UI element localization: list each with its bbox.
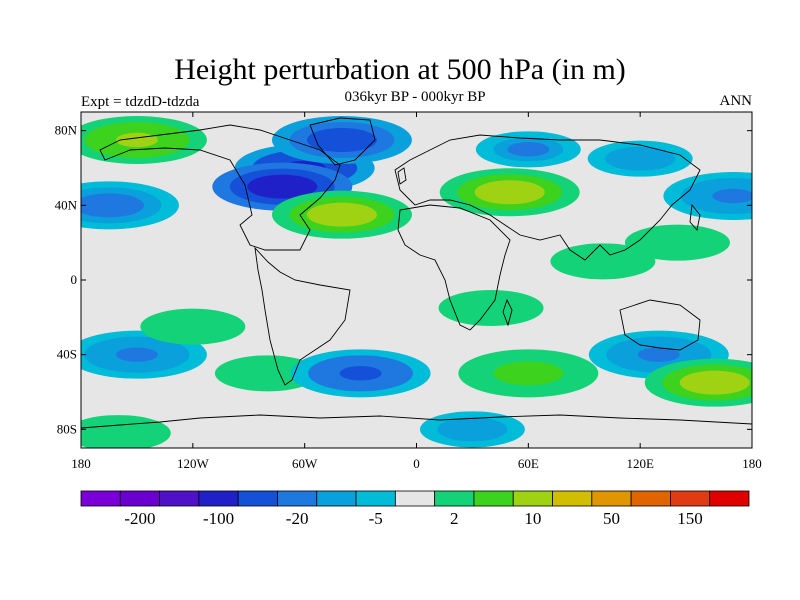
colorbar-label: 2 xyxy=(450,509,459,528)
colorbar-box xyxy=(198,490,239,507)
map-subtitle: 036kyr BP - 000kyr BP xyxy=(344,89,486,105)
experiment-label: Expt = tdzdD-tdzda xyxy=(81,94,200,110)
anomaly-centre xyxy=(550,243,656,280)
field-contour xyxy=(470,300,513,316)
field-contour xyxy=(712,188,752,204)
anomaly-centre xyxy=(663,172,752,220)
coastline-madagascar xyxy=(502,298,513,327)
lon-tick-label: 180 xyxy=(71,456,91,471)
lon-tick-label: 180 xyxy=(742,456,762,471)
colorbar-box xyxy=(80,490,121,507)
lon-tick-label: 0 xyxy=(413,456,420,471)
anomaly-centre xyxy=(81,116,207,164)
coastline-australia xyxy=(619,299,701,351)
field-contour xyxy=(637,347,680,362)
field-contour xyxy=(507,142,550,157)
lat-tick-label: 40N xyxy=(55,197,78,212)
anomaly-centre xyxy=(140,308,246,345)
coastline-antarctica xyxy=(81,414,752,429)
field-contour xyxy=(97,425,140,441)
colorbar-box xyxy=(159,490,200,507)
coastline-africa xyxy=(397,204,511,331)
colorbar-box xyxy=(670,490,711,507)
anomaly-centre xyxy=(438,290,544,326)
coastline-north-america xyxy=(99,124,341,251)
lon-tick-label: 120W xyxy=(177,456,210,471)
field-contour xyxy=(87,198,130,213)
field-contour xyxy=(451,422,494,437)
colorbar-box xyxy=(355,490,396,507)
field-contour xyxy=(488,185,531,200)
lon-tick-label: 60W xyxy=(292,456,318,471)
colorbar-label: -100 xyxy=(203,509,234,528)
lon-tick-label: 120E xyxy=(626,456,654,471)
map-title: Height perturbation at 500 hPa (in m) xyxy=(174,53,626,86)
colorbar-box xyxy=(394,490,436,507)
field-contour xyxy=(339,366,382,381)
anomaly-centre xyxy=(271,116,412,164)
lat-tick-label: 80N xyxy=(55,123,78,138)
colorbar-box xyxy=(552,490,593,507)
anomaly-centre xyxy=(214,355,320,392)
field-contour xyxy=(115,347,158,362)
anomaly-centre xyxy=(475,131,581,168)
colorbar-box xyxy=(316,490,357,507)
anomaly-centre xyxy=(644,358,752,407)
colorbar-box xyxy=(630,490,671,507)
colorbar: -200 -100 -20 -5 2 10 50 150 xyxy=(80,490,750,528)
field-contour xyxy=(581,254,624,269)
colorbar-box xyxy=(119,490,160,507)
colorbar-box xyxy=(434,490,475,507)
height-field xyxy=(81,116,752,448)
anomaly-centre xyxy=(587,140,693,177)
anomaly-centre xyxy=(271,190,412,239)
field-contour xyxy=(320,132,363,148)
colorbar-box xyxy=(591,490,632,507)
field-contour xyxy=(507,366,550,381)
anomaly-centre xyxy=(81,181,179,230)
colorbar-label: -5 xyxy=(369,509,383,528)
colorbar-box xyxy=(473,490,514,507)
colorbar-box xyxy=(709,490,750,507)
field-contour xyxy=(320,207,363,222)
colorbar-label: -200 xyxy=(124,509,155,528)
anomaly-centre xyxy=(212,162,353,211)
lat-tick-label: 0 xyxy=(71,272,78,287)
coastline-eurasia xyxy=(394,134,701,261)
map-axes: 80N 40N 0 40S 80S 180 120W 60W 0 60E 120E 180 xyxy=(55,112,762,471)
colorbar-label: 50 xyxy=(603,509,620,528)
field-contour xyxy=(619,151,662,166)
anomaly-centre xyxy=(290,349,431,398)
colorbar-label: 10 xyxy=(524,509,541,528)
field-contour xyxy=(693,375,736,390)
anomaly-centre xyxy=(458,349,599,398)
field-contour xyxy=(656,235,699,250)
colorbar-label: 150 xyxy=(677,509,703,528)
coastline-greenland xyxy=(309,117,376,166)
coastline-japan xyxy=(689,203,701,231)
colorbar-box xyxy=(512,490,553,507)
lat-tick-label: 40S xyxy=(57,347,77,362)
lon-tick-label: 60E xyxy=(518,456,539,471)
field-contour xyxy=(171,319,214,334)
anomaly-centre xyxy=(624,224,730,261)
anomaly-centre xyxy=(439,168,580,217)
season-label: ANN xyxy=(719,93,753,109)
anomaly-centre xyxy=(81,415,171,448)
lat-tick-label: 80S xyxy=(57,421,77,436)
colorbar-box xyxy=(277,490,318,507)
coastline-south-america xyxy=(254,246,351,386)
anomaly-centre xyxy=(419,411,525,448)
colorbar-box xyxy=(237,490,278,507)
coastlines xyxy=(81,117,752,429)
field-contour xyxy=(261,179,304,194)
coastline-uk xyxy=(397,167,407,185)
colorbar-label: -20 xyxy=(286,509,309,528)
